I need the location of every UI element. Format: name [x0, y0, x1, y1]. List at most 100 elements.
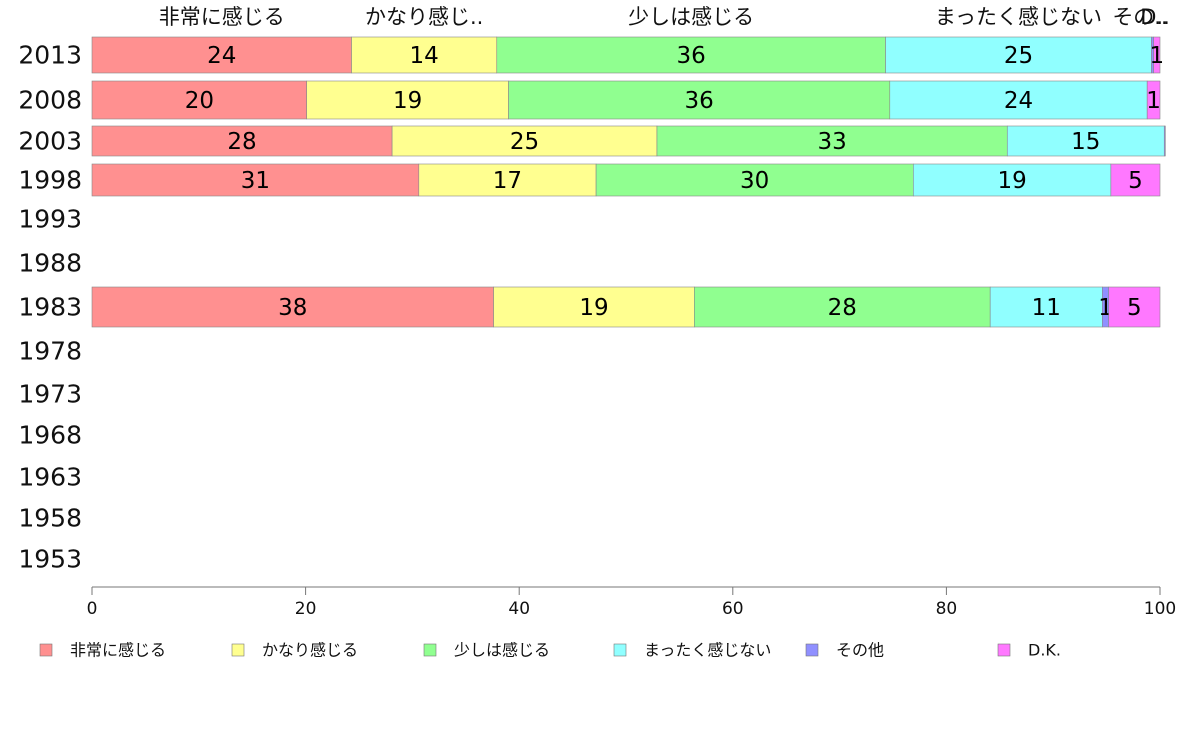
year-label-1958: 1958 — [18, 504, 82, 533]
bar-row-1998: 31 17 30 19 5 — [91, 163, 1161, 197]
top-label-4: その.. — [1112, 5, 1167, 29]
bar-segment-1998-5 — [1110, 163, 1161, 197]
year-label-1993: 1993 — [18, 205, 82, 234]
bar-segment-1998-1 — [418, 163, 597, 197]
year-label-2003: 2003 — [18, 127, 82, 156]
top-label-1: かなり感じ.. — [365, 5, 483, 29]
bar-segment-1983-2 — [694, 286, 991, 328]
top-label-5: D.. — [1140, 5, 1170, 29]
data-label-2013-2: 36 — [677, 43, 706, 69]
bar-segment-2008-5 — [1146, 80, 1161, 120]
legend: 非常に感じる かなり感じる 少しは感じる まったく感じない その他 D.K. — [39, 641, 1061, 660]
legend-swatch-5 — [997, 643, 1011, 657]
data-label-2008-3: 24 — [1004, 88, 1033, 114]
data-label-2003-3: 15 — [1071, 129, 1100, 155]
data-label-2013-1: 14 — [410, 43, 439, 69]
x-tick-label-80: 80 — [936, 599, 958, 619]
legend-item-4: その他 — [805, 641, 884, 660]
bar-row-1983: 38 19 28 11 1 5 — [91, 286, 1161, 328]
bar-row-2003: 28 25 33 15 — [91, 125, 1166, 157]
year-label-1973: 1973 — [18, 380, 82, 409]
x-axis: 0 20 40 60 80 100 — [87, 586, 1176, 619]
bar-segment-2003-1 — [391, 125, 658, 157]
bar-segment-1998-2 — [595, 163, 914, 197]
data-label-1983-2: 28 — [828, 295, 857, 321]
x-tick-label-20: 20 — [295, 599, 317, 619]
x-tick-label-0: 0 — [87, 599, 98, 619]
legend-item-2: 少しは感じる — [423, 641, 550, 660]
data-label-1998-2: 30 — [740, 168, 769, 194]
bar-segment-1983-5 — [1108, 286, 1161, 328]
bar-segment-1998-3 — [912, 163, 1112, 197]
year-label-1978: 1978 — [18, 337, 82, 366]
year-label-1998: 1998 — [18, 166, 82, 195]
data-label-2003-0: 28 — [227, 129, 256, 155]
data-label-2008-1: 19 — [393, 88, 422, 114]
data-label-1998-1: 17 — [493, 168, 522, 194]
bar-segment-2013-5 — [1153, 36, 1161, 74]
data-label-2003-1: 25 — [510, 129, 539, 155]
bar-segment-2008-0 — [91, 80, 307, 120]
legend-swatch-0 — [39, 643, 53, 657]
year-label-2008: 2008 — [18, 86, 82, 115]
bar-segment-1983-0 — [91, 286, 494, 328]
legend-item-5: D.K. — [997, 641, 1061, 660]
legend-swatch-1 — [231, 643, 245, 657]
data-label-2008-2: 36 — [685, 88, 714, 114]
legend-label-2: 少しは感じる — [454, 641, 550, 660]
legend-label-0: 非常に感じる — [70, 641, 166, 660]
legend-label-4: その他 — [836, 641, 884, 660]
data-label-1983-3: 11 — [1032, 295, 1061, 321]
legend-swatch-2 — [423, 643, 437, 657]
bar-segment-2008-3 — [889, 80, 1148, 120]
top-label-0: 非常に感じる — [159, 5, 285, 29]
top-category-labels: 非常に感じる かなり感じ.. 少しは感じる まったく感じない その..D.. — [159, 5, 1170, 29]
legend-swatch-3 — [613, 643, 627, 657]
bar-segment-1998-0 — [91, 163, 420, 197]
bar-segment-2003-3 — [1006, 125, 1165, 157]
legend-item-1: かなり感じる — [231, 641, 358, 660]
x-tick-label-40: 40 — [508, 599, 530, 619]
bar-segment-2008-1 — [306, 80, 509, 120]
data-label-1998-5: 5 — [1128, 168, 1143, 194]
data-label-2013-0: 24 — [207, 43, 236, 69]
bar-segment-2013-2 — [496, 36, 886, 74]
top-label-2: 少しは感じる — [628, 5, 754, 29]
data-label-2013-3: 25 — [1004, 43, 1033, 69]
bar-segment-2013-0 — [91, 36, 352, 74]
legend-swatch-4 — [805, 643, 819, 657]
year-label-1968: 1968 — [18, 421, 82, 450]
bar-segment-1983-1 — [493, 286, 695, 328]
legend-item-3: まったく感じない — [613, 641, 771, 660]
data-label-2013-5: 1 — [1149, 43, 1164, 69]
data-label-2008-5: 1 — [1146, 88, 1161, 114]
bar-segment-2003-0 — [91, 125, 393, 157]
year-label-1983: 1983 — [18, 293, 82, 322]
data-label-1983-0: 38 — [278, 295, 307, 321]
bar-segment-2003-4 — [1163, 125, 1166, 157]
x-tick-label-100: 100 — [1144, 599, 1176, 619]
data-label-1998-3: 19 — [997, 168, 1026, 194]
data-label-1983-1: 19 — [579, 295, 608, 321]
year-axis-labels: 2013 2008 2003 1998 1993 1988 1983 1978 1973 1968… — [18, 41, 82, 574]
year-label-1988: 1988 — [18, 249, 82, 278]
year-label-1953: 1953 — [18, 545, 82, 574]
bar-segment-1983-3 — [989, 286, 1103, 328]
bar-segment-2008-2 — [508, 80, 891, 120]
data-label-1983-5: 5 — [1127, 295, 1142, 321]
data-label-2003-2: 33 — [817, 129, 846, 155]
x-tick-label-60: 60 — [722, 599, 744, 619]
bar-row-2013: 24 14 36 25 1 — [91, 36, 1164, 74]
top-label-3: まったく感じない — [935, 5, 1102, 29]
legend-item-0: 非常に感じる — [39, 641, 166, 660]
bar-row-2008: 20 19 36 24 1 — [91, 80, 1161, 120]
data-label-2008-0: 20 — [185, 88, 214, 114]
legend-label-1: かなり感じる — [262, 641, 358, 660]
year-label-2013: 2013 — [18, 41, 82, 70]
legend-label-3: まったく感じない — [644, 641, 771, 660]
year-label-1963: 1963 — [18, 463, 82, 492]
bar-segment-2013-1 — [351, 36, 498, 74]
data-label-1998-0: 31 — [241, 168, 270, 194]
